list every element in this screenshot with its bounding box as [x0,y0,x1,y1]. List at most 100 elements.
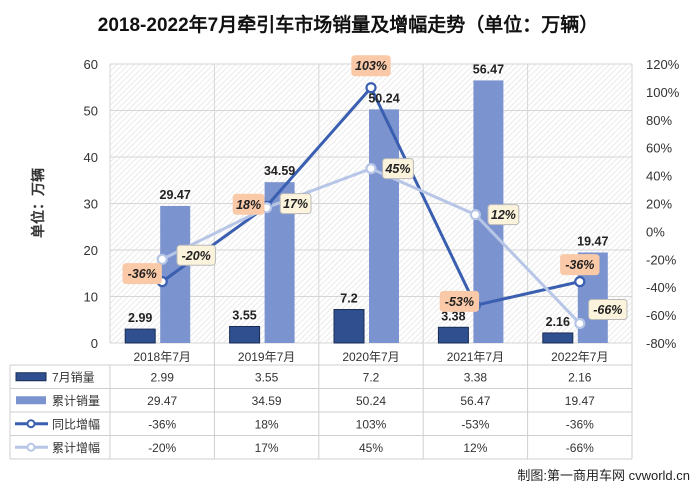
yoy-growth-label-box [439,290,480,312]
cumulative-growth-label-box [487,204,520,226]
right-tick-label: 40% [646,169,672,184]
left-tick-label: 0 [91,336,98,351]
monthly-sales-bar [542,332,574,344]
series-name: 同比增幅 [52,416,100,431]
legend-marker [26,419,36,429]
chart-title: 2018-2022年7月牵引车市场销量及增幅走势（单位：万辆） [98,13,598,36]
left-tick-label: 40 [84,150,98,165]
legend-swatch [16,396,46,405]
left-tick-label: 30 [84,197,98,212]
table-cell: 50.24 [356,394,386,408]
legend-marker [26,442,36,452]
category-label: 2019年7月 [238,350,295,364]
credit-text: 制图:第一商用车网 cvworld.cn [517,468,690,483]
table-cell: 2.99 [151,370,175,384]
left-tick-label: 50 [84,104,98,119]
cumulative-growth-point [156,253,168,265]
cumulative-growth-label: -66% [593,303,622,317]
left-tick-label: 20 [84,243,98,258]
monthly-sales-bar [437,326,469,344]
cumulative-growth-label: -20% [182,249,211,263]
yoy-growth-label: 18% [236,198,261,212]
monthly-sales-label: 3.55 [232,308,256,322]
left-tick-label: 60 [84,57,98,72]
monthly-sales-bar [124,328,156,344]
monthly-sales-bar [333,309,365,344]
table-cell: 3.38 [464,370,488,384]
yoy-growth-label: 103% [355,59,387,73]
table-cell: -36% [566,417,594,431]
cumulative-growth-label: 12% [491,208,516,222]
cumulative-growth-point [469,209,481,221]
table-cell: 2.16 [568,370,592,384]
cumulative-sales-bar [369,109,399,343]
yoy-growth-point [574,276,586,288]
right-tick-label: 100% [646,85,680,100]
yoy-growth-label-box [232,193,265,215]
monthly-sales-label: 7.2 [340,292,357,306]
table-cell: -66% [566,441,594,455]
right-tick-label: 120% [646,57,680,72]
category-label: 2022年7月 [551,350,608,364]
series-name: 累计销量 [52,394,100,408]
table-cell: 17% [255,441,279,455]
yoy-growth-label-box [122,263,162,285]
right-tick-label: -40% [646,280,677,295]
category-label: 2018年7月 [134,350,191,364]
yoy-growth-label: -53% [445,295,474,309]
cumulative-sales-label: 29.47 [160,188,191,202]
cumulative-growth-label-box [176,244,216,266]
cumulative-sales-bar [160,205,191,343]
monthly-sales-label: 3.38 [441,309,465,323]
right-tick-label: -20% [646,252,677,267]
yoy-growth-point [365,82,377,94]
table-cell: 34.59 [252,394,282,408]
right-tick-label: 60% [646,141,672,156]
cumulative-sales-label: 34.59 [264,164,295,178]
cumulative-growth-label: 45% [384,162,410,176]
cumulative-growth-label-box [382,158,414,180]
table-cell: -20% [148,441,176,455]
table-cell: 3.55 [255,370,279,384]
left-tick-label: 10 [84,290,98,305]
cumulative-growth-label: 17% [283,197,308,211]
right-tick-label: 20% [646,197,672,212]
data-table: 2018年7月 2019年7月 2020年7月 2021年7月 2022年7月 7月销量 2… [9,343,633,460]
y-axis-label: 单位：万辆 [30,168,46,238]
series-name: 7月销量 [52,370,95,384]
category-label: 2021年7月 [447,350,504,364]
table-cell: 29.47 [147,394,177,408]
right-axis-ticks: -80% -60% -40% -20% 0% 20% 40% 60% 80% 100% 120% [646,57,680,351]
cumulative-growth-point [574,317,586,330]
table-cell: 56.47 [460,394,490,408]
monthly-sales-label: 2.16 [546,315,570,329]
legend-swatch [15,372,47,382]
cumulative-growth-label-box [588,298,628,320]
line-series [156,82,586,330]
yoy-growth-label-box [560,254,600,276]
cumulative-sales-label: 50.24 [368,91,399,105]
yoy-growth-label: -36% [128,267,157,281]
series-name: 累计增幅 [52,440,100,455]
table-cell: 19.47 [565,394,595,408]
cumulative-growth-label-box [279,193,312,215]
category-label: 2020年7月 [342,350,399,364]
yoy-growth-label-box [351,55,391,77]
monthly-sales-label: 2.99 [128,311,152,325]
cumulative-growth-point [365,163,377,175]
table-cell: -53% [461,417,489,431]
table-cell: 18% [255,417,279,431]
yoy-growth-label: -36% [565,258,594,272]
monthly-sales-bar [229,325,261,344]
cumulative-sales-label: 19.47 [577,234,608,248]
right-tick-label: 80% [646,113,672,128]
table-cell: 7.2 [363,370,380,384]
data-labels: 2.99 3.55 7.2 3.38 2.16 29.47 34.59 50.24 56.47 1… [122,55,628,329]
right-tick-label: -60% [646,308,677,323]
right-tick-label: 0% [646,224,665,239]
table-cell: 103% [356,417,387,431]
table-cell: 45% [359,441,383,455]
left-axis-ticks: 0 10 20 30 40 50 60 [84,57,98,351]
table-cell: -36% [148,417,176,431]
